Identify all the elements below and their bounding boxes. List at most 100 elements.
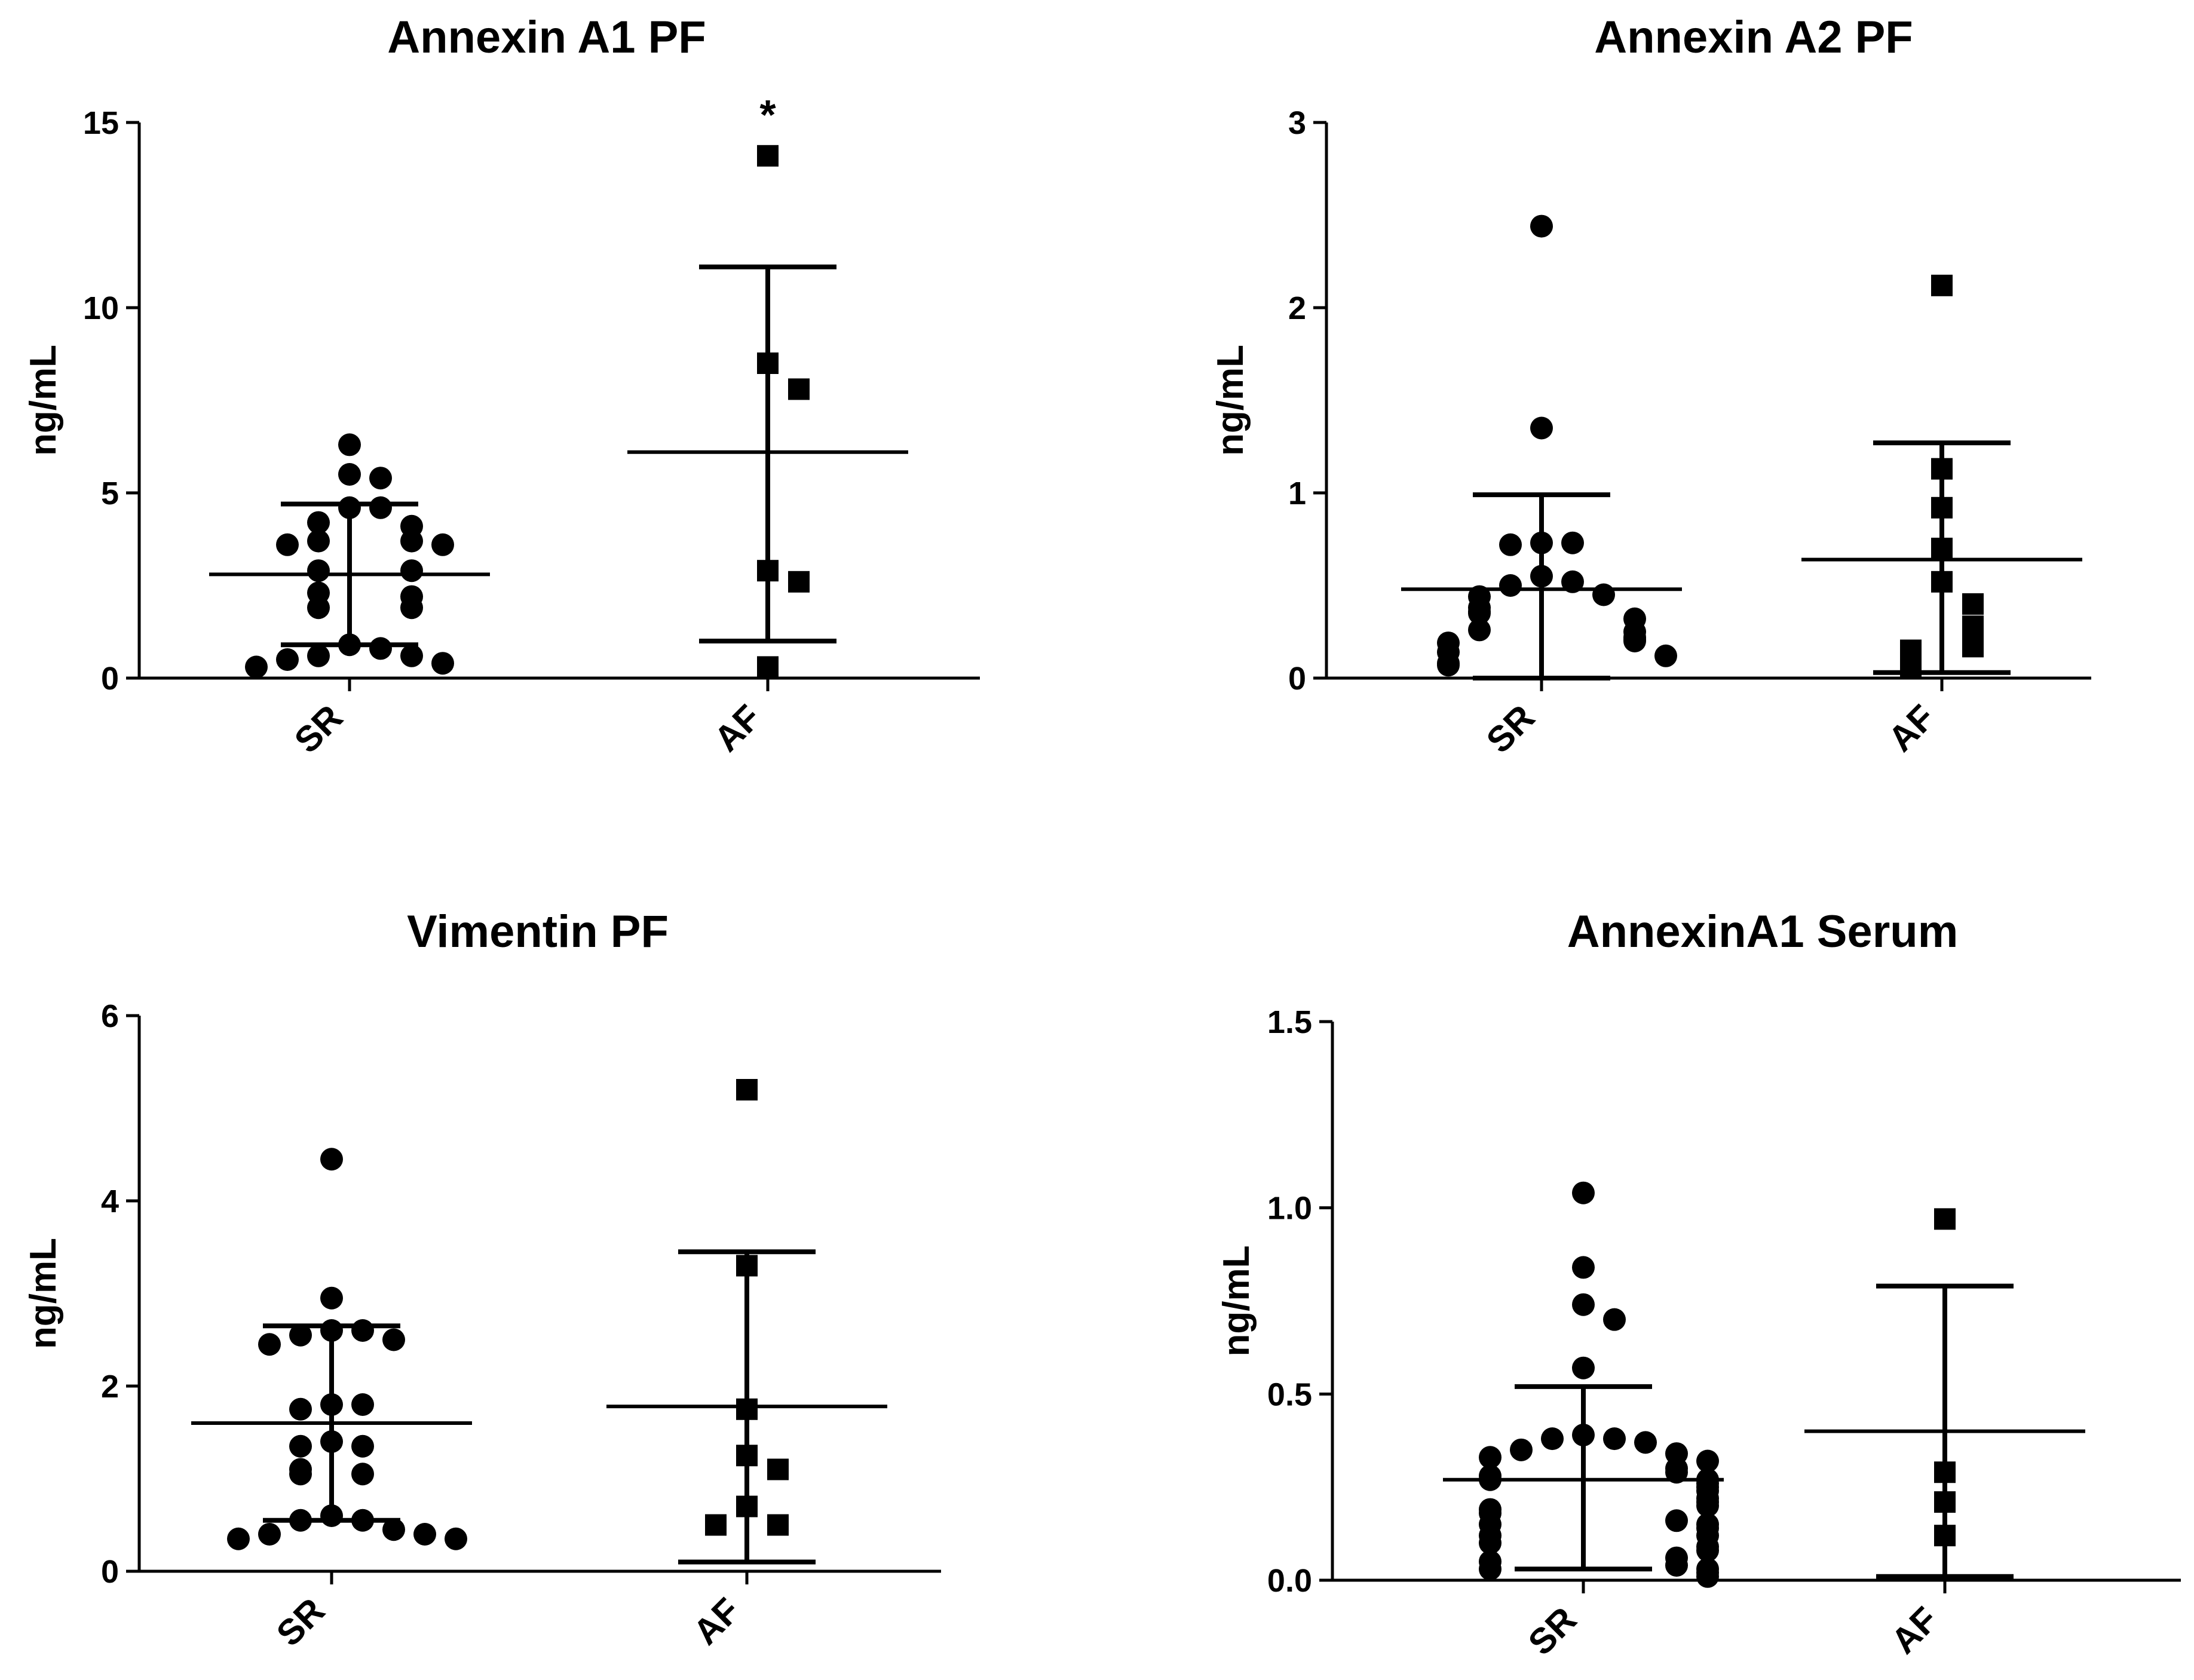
data-point-SR <box>1530 416 1553 440</box>
data-point-SR <box>338 463 361 486</box>
data-point-SR <box>351 1434 374 1458</box>
y-tick-label: 1.5 <box>1267 1004 1312 1040</box>
data-point-SR <box>445 1527 467 1550</box>
y-tick-label: 1 <box>1288 476 1306 511</box>
data-point-AF <box>788 571 810 593</box>
data-point-SR <box>1696 1539 1719 1562</box>
data-point-SR <box>1696 1449 1719 1473</box>
data-point-SR <box>338 633 361 657</box>
data-point-SR <box>400 644 423 667</box>
data-point-AF <box>757 560 779 582</box>
chart-panel-4: AnnexinA1 Serum 0.0 0.5 1.0 1.5 ng/mL SR AF <box>1216 906 2181 1663</box>
data-point-SR <box>1468 618 1491 642</box>
series-AF <box>1801 274 2082 680</box>
chart-panel-3: Vimentin PF 0 2 4 6 ng/mL SR AF <box>23 906 941 1654</box>
data-point-SR <box>413 1523 436 1546</box>
data-point-AF <box>1931 274 1953 296</box>
data-point-SR <box>1468 602 1491 625</box>
data-point-SR <box>1572 1181 1595 1204</box>
x-tick-label: SR <box>1479 697 1542 761</box>
data-point-AF <box>1900 639 1922 661</box>
data-point-AF <box>767 1514 789 1536</box>
data-point-SR <box>276 648 299 671</box>
x-tick-label: SR <box>1521 1599 1584 1663</box>
data-point-SR <box>431 533 454 556</box>
data-point-AF <box>1934 1491 1956 1513</box>
data-point-SR <box>1623 630 1646 652</box>
data-point-SR <box>1499 533 1522 556</box>
data-point-SR <box>1437 654 1460 677</box>
y-tick-label: 10 <box>83 290 119 326</box>
chart-title: AnnexinA1 Serum <box>1567 906 1959 957</box>
data-point-SR <box>1603 1308 1626 1331</box>
chart-panel-2: Annexin A2 PF 0 1 2 3 ng/mL SR AF <box>1210 12 2091 761</box>
data-point-AF <box>736 1495 758 1517</box>
y-tick-label: 0 <box>101 661 119 697</box>
y-tick-label: 0 <box>101 1554 119 1590</box>
data-point-SR <box>289 1434 312 1458</box>
data-point-SR <box>320 1319 343 1342</box>
y-tick-label: 5 <box>101 476 119 511</box>
data-point-SR <box>400 596 423 620</box>
y-tick-label: 1.0 <box>1267 1191 1312 1227</box>
data-point-AF <box>757 352 779 374</box>
data-point-SR <box>289 1397 312 1421</box>
data-point-SR <box>382 1518 405 1541</box>
data-point-AF <box>736 1445 758 1467</box>
y-tick-label: 2 <box>101 1369 119 1405</box>
data-point-AF <box>736 1255 758 1277</box>
y-tick-label: 6 <box>101 998 119 1034</box>
data-point-AF <box>1931 458 1953 480</box>
x-tick-label: AF <box>706 697 768 759</box>
data-point-SR <box>351 1463 374 1486</box>
chart-panel-1: Annexin A1 PF 0 5 10 15 ng/mL SR AF * <box>23 12 980 761</box>
series-SR <box>209 433 490 679</box>
data-point-AF <box>1962 615 1984 637</box>
data-point-SR <box>1696 1494 1719 1517</box>
data-point-SR <box>1541 1427 1564 1451</box>
data-point-AF <box>1900 658 1922 680</box>
data-point-SR <box>1665 1461 1688 1484</box>
x-tick-label: AF <box>685 1590 747 1653</box>
series-SR <box>1401 214 1682 680</box>
data-point-SR <box>382 1328 405 1351</box>
x-tick-label: SR <box>287 697 350 761</box>
data-point-SR <box>369 637 392 660</box>
data-point-AF <box>1934 1525 1956 1547</box>
series-SR <box>1443 1181 1724 1588</box>
data-point-SR <box>320 1430 343 1453</box>
data-point-SR <box>369 467 392 490</box>
data-point-SR <box>1479 1446 1502 1469</box>
y-axis-label: ng/mL <box>23 1238 64 1349</box>
data-point-SR <box>258 1523 281 1546</box>
data-point-AF <box>757 145 779 167</box>
data-point-SR <box>338 496 361 519</box>
data-point-SR <box>1665 1554 1688 1577</box>
data-point-AF <box>1962 636 1984 658</box>
data-point-SR <box>1561 570 1584 593</box>
data-point-AF <box>757 656 779 678</box>
y-tick-label: 0.5 <box>1267 1377 1312 1412</box>
y-axis-label: ng/mL <box>1216 1246 1257 1357</box>
data-point-SR <box>289 1463 312 1486</box>
data-point-SR <box>1592 583 1615 606</box>
data-point-SR <box>1530 531 1553 554</box>
data-point-SR <box>227 1527 250 1550</box>
y-tick-label: 0.0 <box>1267 1563 1312 1599</box>
chart-title: Annexin A1 PF <box>387 12 706 63</box>
data-point-AF <box>1931 496 1953 519</box>
data-point-SR <box>1510 1438 1533 1461</box>
y-axis-label: ng/mL <box>1210 345 1251 456</box>
data-point-SR <box>320 1504 343 1527</box>
chart-title: Vimentin PF <box>407 906 669 957</box>
data-point-SR <box>1479 1468 1502 1491</box>
data-point-SR <box>276 533 299 556</box>
data-point-SR <box>320 1393 343 1416</box>
data-point-SR <box>1634 1431 1657 1454</box>
data-point-AF <box>1962 593 1984 615</box>
data-point-SR <box>431 652 454 675</box>
data-point-AF <box>1934 1208 1956 1230</box>
data-point-AF <box>1931 571 1953 593</box>
data-point-AF <box>1931 538 1953 559</box>
